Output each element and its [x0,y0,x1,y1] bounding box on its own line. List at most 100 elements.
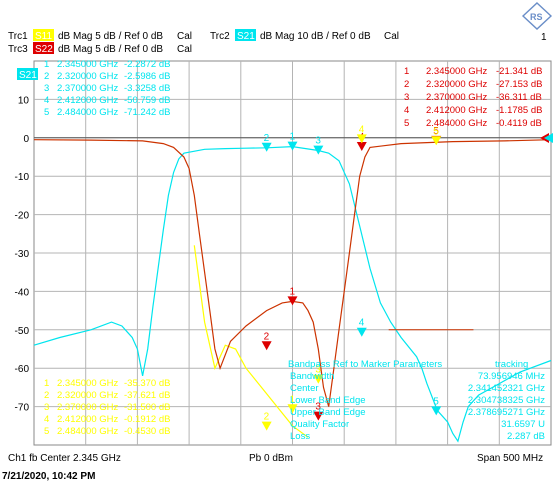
marker-table-value: -36.311 dB [496,92,542,103]
marker-id: 3 [315,365,321,376]
marker-table-frequency: 2.484000 GHz [57,107,119,118]
trc3-label: dB Mag 5 dB / Ref 0 dB [58,44,163,55]
trc1-label: dB Mag 5 dB / Ref 0 dB [58,31,163,42]
bandfilter-value: 31.6597 U [501,419,545,430]
marker-table-id: 4 [44,414,49,425]
marker-triangle [287,404,298,414]
marker-table-frequency: 2.320000 GHz [57,390,119,401]
marker-id: 1 [290,132,296,143]
marker-id: 4 [359,318,365,329]
marker-table-frequency: 2.320000 GHz [57,71,119,82]
marker-table-value: -2.2872 dB [124,59,170,70]
y-tick-label: -50 [15,326,30,337]
marker-table-value: -0.1912 dB [124,414,170,425]
trc3-name[interactable]: Trc3 [8,44,28,55]
bandfilter-label: Quality Factor [290,419,349,430]
marker-table-frequency: 2.345000 GHz [57,59,119,70]
trc1-tag: S11 [35,31,52,42]
marker-table-id: 5 [44,426,49,437]
marker-table-value: -50.759 dB [124,95,170,106]
marker-triangle [261,341,272,351]
trace-line [193,245,309,438]
marker-table-value: -37.621 dB [124,390,170,401]
marker-table-id: 5 [404,118,409,129]
marker-triangle [261,142,272,152]
marker-table-frequency: 2.320000 GHz [426,79,488,90]
marker-table-value: -3.3258 dB [124,83,170,94]
trc1-name[interactable]: Trc1 [8,31,28,42]
marker-table-frequency: 2.370000 GHz [426,92,488,103]
ref-level-arrow [544,133,553,143]
marker-table-id: 3 [44,83,49,94]
y-tick-label: -70 [15,403,30,414]
bandfilter-value: 2.287 dB [507,431,545,442]
marker-triangle [287,296,298,306]
marker-table-id: 4 [404,105,409,116]
y-tick-label: -40 [15,287,30,298]
marker-table-frequency: 2.484000 GHz [57,426,119,437]
power-info[interactable]: Pb 0 dBm [249,453,293,464]
marker-triangle [356,134,367,144]
marker-id: 3 [315,402,321,413]
footer: Ch1 fb Center 2.345 GHz Pb 0 dBm Span 50… [2,453,543,482]
trace-line [33,139,552,407]
marker-table-id: 1 [404,66,409,77]
marker-table-frequency: 2.412000 GHz [57,95,119,106]
trc2-label: dB Mag 10 dB / Ref 0 dB [260,31,371,42]
bandfilter-value: 73.956946 MHz [478,371,545,382]
grid [34,61,551,445]
marker-table-id: 3 [44,402,49,413]
y-tick-label: -60 [15,364,30,375]
marker-table-value: -2.5986 dB [124,71,170,82]
rohde-schwarz-logo-icon: RS [521,2,553,30]
marker-table-id: 2 [404,79,409,90]
marker-triangle [287,141,298,151]
marker-table-frequency: 2.412000 GHz [57,414,119,425]
marker-triangle [313,145,324,155]
marker-table-value: -0.4119 dB [496,118,542,129]
trc3-tag: S22 [35,44,53,55]
marker-id: 1 [290,286,296,297]
marker-table-id: 3 [404,92,409,103]
marker-id: 3 [315,136,321,147]
marker-id: 4 [359,124,365,135]
active-trace-tag-box[interactable] [17,68,38,80]
bandfilter-label: Bandwidth [290,371,334,382]
bandfilter-label: Upper Band Edge [290,407,366,418]
marker-triangle [261,421,272,431]
marker-id: 1 [290,394,296,405]
marker-table-value: -31.500 dB [124,402,170,413]
y-tick-label: -30 [15,249,30,260]
marker-table-id: 1 [44,59,49,70]
active-trace-tag: S21 [19,70,37,81]
span-info[interactable]: Span 500 MHz [477,453,543,464]
marker-table-value: -27.153 dB [496,79,542,90]
trc3-tag-box[interactable] [33,42,54,54]
marker-table-id: 2 [44,390,49,401]
bandfilter-label: Center [290,383,319,394]
channel-info[interactable]: Ch1 fb Center 2.345 GHz [8,453,121,464]
page-number: 1 [541,32,547,43]
marker-triangle [313,374,324,384]
y-tick-label: 10 [18,95,30,106]
marker-id: 2 [264,133,270,144]
marker-table-id: 2 [44,71,49,82]
marker-table-id: 1 [44,378,49,389]
trc2-name[interactable]: Trc2 [210,31,230,42]
trc2-tag: S21 [237,31,255,42]
bandfilter-value: 2.341452321 GHz [468,383,545,394]
marker-tables: 1 2.345000 GHz -2.2872 dB 2 2.320000 GHz -2.5… [44,59,542,437]
header: Trc1 S11 dB Mag 5 dB / Ref 0 dB Cal Trc2… [8,2,553,55]
marker-table-id: 4 [44,95,49,106]
trc2-tag-box[interactable] [235,29,256,41]
trc1-tag-box[interactable] [33,29,54,41]
bandfilter-table: Bandpass Ref to Marker Parameters trackin… [288,359,545,442]
bandfilter-label: Lower Band Edge [290,395,366,406]
marker-table-value: -21.341 dB [496,66,542,77]
bandfilter-value: 2.304738325 GHz [468,395,545,406]
marker-table-id: 5 [44,107,49,118]
marker-table-frequency: 2.484000 GHz [426,118,488,129]
marker-table-value: -1.1785 dB [496,105,542,116]
marker-id: 5 [433,126,439,137]
